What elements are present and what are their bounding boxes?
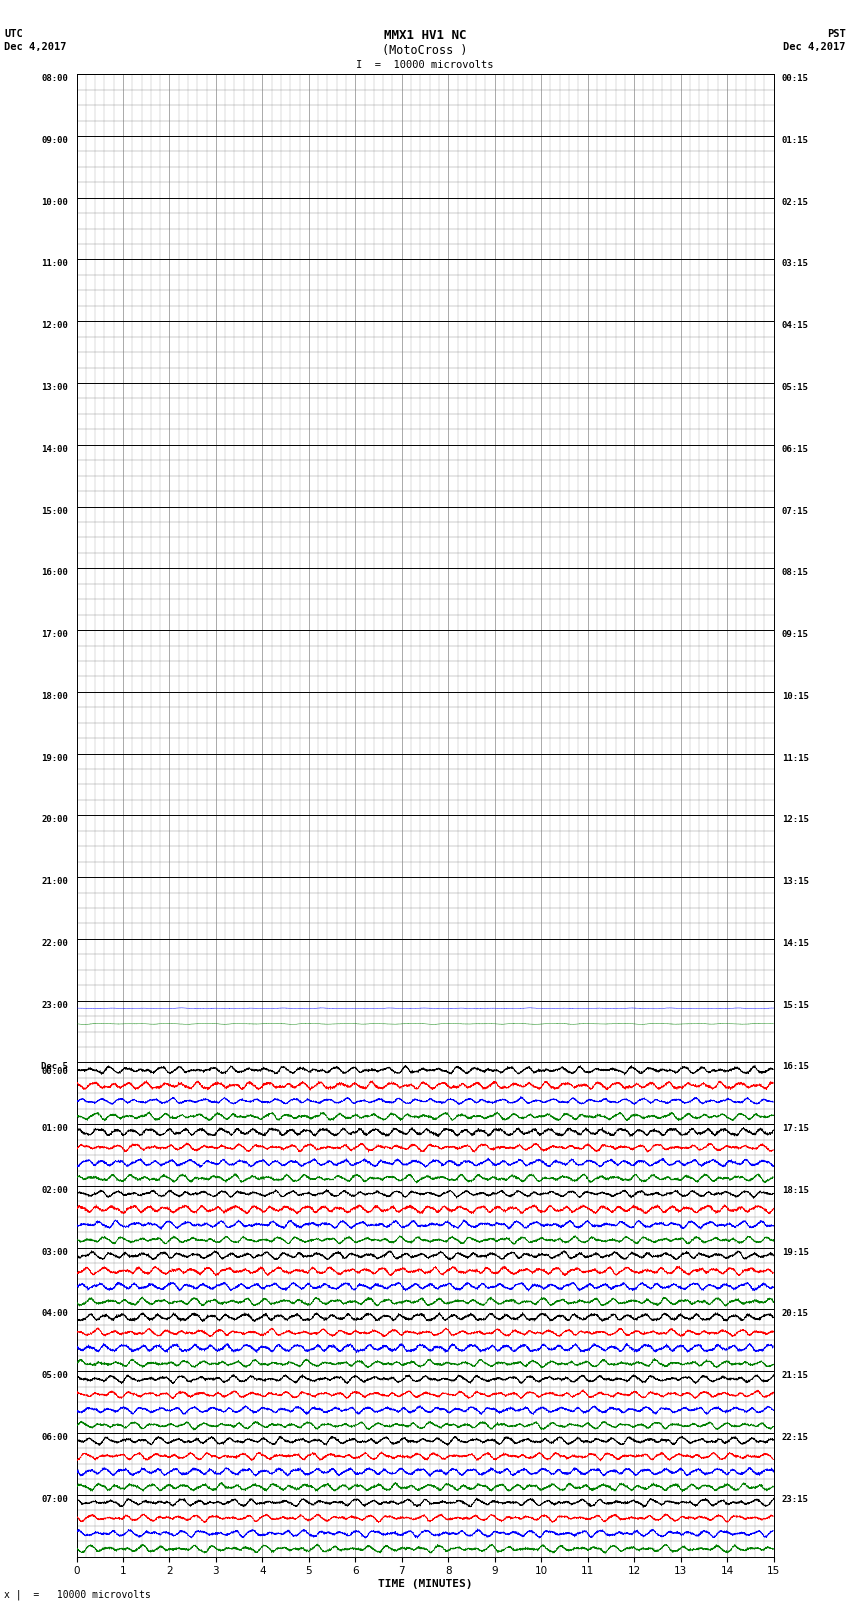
Text: 22:15: 22:15	[782, 1432, 808, 1442]
Text: 21:15: 21:15	[782, 1371, 808, 1381]
Text: 00:15: 00:15	[782, 74, 808, 84]
Text: 06:15: 06:15	[782, 445, 808, 453]
Text: 11:00: 11:00	[42, 260, 68, 268]
Text: 03:15: 03:15	[782, 260, 808, 268]
Text: 16:00: 16:00	[42, 568, 68, 577]
Text: 19:15: 19:15	[782, 1248, 808, 1257]
Text: (MotoCross ): (MotoCross )	[382, 44, 468, 56]
Text: 23:15: 23:15	[782, 1495, 808, 1503]
Text: 18:00: 18:00	[42, 692, 68, 700]
Text: 05:15: 05:15	[782, 382, 808, 392]
Text: 15:00: 15:00	[42, 506, 68, 516]
Text: 23:00: 23:00	[42, 1000, 68, 1010]
Text: 17:00: 17:00	[42, 631, 68, 639]
Text: 20:00: 20:00	[42, 816, 68, 824]
Text: 14:15: 14:15	[782, 939, 808, 948]
Text: 04:00: 04:00	[42, 1310, 68, 1318]
Text: 09:00: 09:00	[42, 135, 68, 145]
Text: 09:15: 09:15	[782, 631, 808, 639]
Text: 10:15: 10:15	[782, 692, 808, 700]
Text: Dec 5: Dec 5	[42, 1063, 68, 1071]
Text: 10:00: 10:00	[42, 198, 68, 206]
Text: 22:00: 22:00	[42, 939, 68, 948]
Text: 02:00: 02:00	[42, 1186, 68, 1195]
Text: Dec 4,2017: Dec 4,2017	[4, 42, 67, 52]
Text: 13:00: 13:00	[42, 382, 68, 392]
Text: 17:15: 17:15	[782, 1124, 808, 1134]
Text: 19:00: 19:00	[42, 753, 68, 763]
Text: 08:00: 08:00	[42, 74, 68, 84]
Text: 14:00: 14:00	[42, 445, 68, 453]
X-axis label: TIME (MINUTES): TIME (MINUTES)	[377, 1579, 473, 1589]
Text: 12:15: 12:15	[782, 816, 808, 824]
Text: Dec 4,2017: Dec 4,2017	[783, 42, 846, 52]
Text: 05:00: 05:00	[42, 1371, 68, 1381]
Text: 12:00: 12:00	[42, 321, 68, 331]
Text: 21:00: 21:00	[42, 877, 68, 886]
Text: 15:15: 15:15	[782, 1000, 808, 1010]
Text: 01:15: 01:15	[782, 135, 808, 145]
Text: 11:15: 11:15	[782, 753, 808, 763]
Text: 16:15: 16:15	[782, 1063, 808, 1071]
Text: 02:15: 02:15	[782, 198, 808, 206]
Text: 20:15: 20:15	[782, 1310, 808, 1318]
Text: x |  =   10000 microvolts: x | = 10000 microvolts	[4, 1589, 151, 1600]
Text: 07:00: 07:00	[42, 1495, 68, 1503]
Text: 00:00: 00:00	[42, 1068, 68, 1076]
Text: MMX1 HV1 NC: MMX1 HV1 NC	[383, 29, 467, 42]
Text: 04:15: 04:15	[782, 321, 808, 331]
Text: 06:00: 06:00	[42, 1432, 68, 1442]
Text: 01:00: 01:00	[42, 1124, 68, 1134]
Text: 18:15: 18:15	[782, 1186, 808, 1195]
Text: UTC: UTC	[4, 29, 23, 39]
Text: 03:00: 03:00	[42, 1248, 68, 1257]
Text: I  =  10000 microvolts: I = 10000 microvolts	[356, 60, 494, 69]
Text: 08:15: 08:15	[782, 568, 808, 577]
Text: PST: PST	[827, 29, 846, 39]
Text: 13:15: 13:15	[782, 877, 808, 886]
Text: 07:15: 07:15	[782, 506, 808, 516]
